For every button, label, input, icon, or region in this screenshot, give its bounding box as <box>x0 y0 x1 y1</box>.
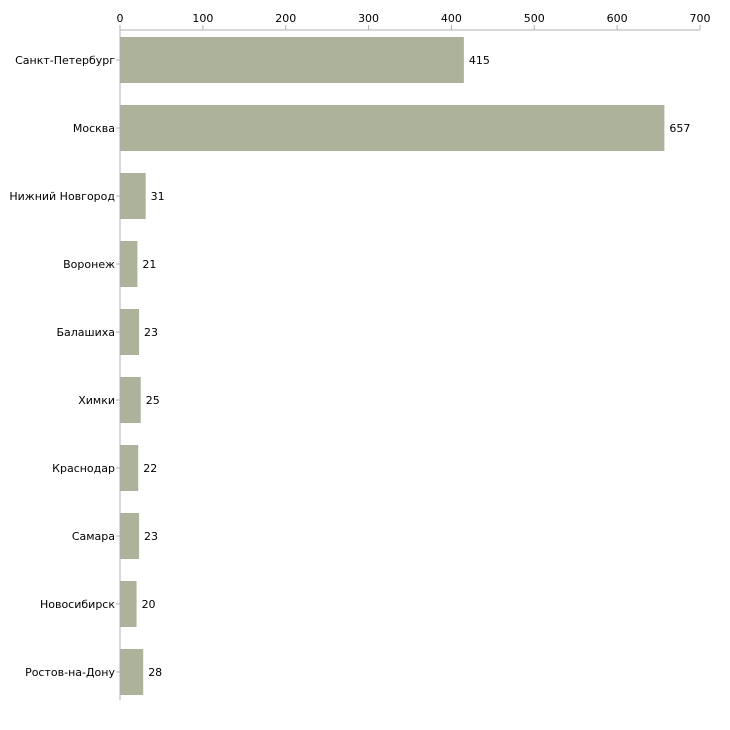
bar <box>120 377 141 423</box>
bar <box>120 513 140 559</box>
data-label: 23 <box>144 326 158 339</box>
bar <box>120 309 140 355</box>
category-label: Краснодар <box>52 462 115 475</box>
bar <box>120 445 139 491</box>
bar <box>120 241 138 287</box>
x-tick-label: 600 <box>607 12 628 25</box>
category-label: Балашиха <box>56 326 115 339</box>
x-tick-label: 300 <box>358 12 379 25</box>
bars: Санкт-Петербург 415 Москва 657 Нижний Новгор… <box>9 37 690 695</box>
bar <box>120 173 146 219</box>
x-tick-label: 0 <box>117 12 124 25</box>
x-tick-label: 500 <box>524 12 545 25</box>
x-tick-label: 100 <box>192 12 213 25</box>
bar <box>120 649 144 695</box>
x-tick-label: 700 <box>690 12 711 25</box>
data-label: 31 <box>151 190 165 203</box>
category-label: Нижний Новгород <box>9 190 115 203</box>
x-tick-label: 200 <box>275 12 296 25</box>
data-label: 21 <box>142 258 156 271</box>
category-label: Санкт-Петербург <box>15 54 115 67</box>
data-label: 657 <box>669 122 690 135</box>
data-label: 22 <box>143 462 157 475</box>
category-label: Самара <box>72 530 115 543</box>
x-tick-label: 400 <box>441 12 462 25</box>
bar <box>120 37 464 83</box>
data-label: 25 <box>146 394 160 407</box>
bar <box>120 105 665 151</box>
data-label: 20 <box>142 598 156 611</box>
data-label: 23 <box>144 530 158 543</box>
category-label: Химки <box>78 394 115 407</box>
data-label: 28 <box>148 666 162 679</box>
category-label: Ростов-на-Дону <box>25 666 115 679</box>
axes <box>116 29 700 700</box>
x-axis-ticks: 0 100 200 300 400 500 600 700 <box>117 12 711 30</box>
category-label: Воронеж <box>63 258 115 271</box>
category-label: Новосибирск <box>40 598 115 611</box>
data-label: 415 <box>469 54 490 67</box>
bar <box>120 581 137 627</box>
category-label: Москва <box>73 122 115 135</box>
